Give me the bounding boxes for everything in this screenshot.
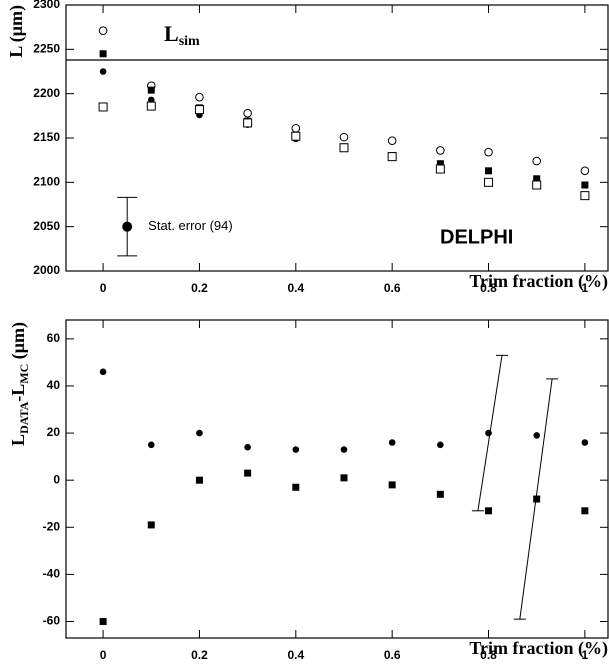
y-tick-label: -20: [43, 519, 61, 533]
point: [532, 156, 541, 166]
point: [99, 68, 107, 75]
error-point: [122, 221, 133, 232]
reference-label-sub: sim: [179, 34, 200, 49]
y-axis-label-part: (μm): [8, 322, 29, 364]
point: [243, 108, 252, 118]
point: [580, 166, 590, 176]
y-tick-label: 2000: [33, 263, 60, 277]
y-tick-label: 2100: [33, 175, 60, 189]
point: [147, 86, 155, 94]
point: [146, 101, 156, 111]
point: [533, 432, 540, 439]
point: [387, 136, 397, 145]
point: [580, 191, 590, 201]
point: [340, 474, 348, 482]
point: [244, 469, 252, 477]
x-tick-label: 0.8: [480, 281, 497, 295]
point: [147, 441, 155, 449]
point: [340, 446, 348, 453]
point: [98, 26, 108, 36]
point: [437, 441, 444, 449]
y-axis-label-part: DATA: [17, 401, 31, 434]
y-tick-label: 20: [47, 425, 61, 439]
point: [147, 96, 155, 104]
point: [194, 105, 204, 115]
point: [532, 180, 542, 190]
point: [339, 143, 349, 153]
error-label: Stat. error (94): [148, 218, 233, 233]
point: [388, 439, 396, 446]
x-tick-label: 0.8: [480, 648, 497, 662]
x-tick-label: 1: [582, 281, 589, 295]
y-axis-label-part: MC: [17, 364, 31, 384]
point: [292, 483, 300, 491]
point: [533, 495, 541, 503]
y-tick-label: 2200: [33, 86, 60, 100]
x-tick-label: 0.2: [191, 281, 208, 295]
x-axis-label: Trim fraction (%): [469, 638, 608, 659]
y-tick-label: 2300: [33, 0, 60, 11]
y-tick-label: 2050: [33, 219, 60, 233]
point: [436, 160, 444, 168]
slanted-error-bar: [477, 355, 503, 511]
x-tick-label: 0.6: [384, 281, 401, 295]
point: [581, 439, 589, 446]
y-axis-label: LDATA​-LMC​ (μm): [8, 322, 31, 446]
annotation: DELPHI: [440, 226, 513, 248]
y-axis-label-part: L: [8, 434, 28, 446]
y-tick-label: 0: [53, 472, 60, 486]
slanted-error-bar: [519, 378, 553, 620]
point: [388, 481, 396, 489]
y-axis-label-part: -L: [8, 384, 28, 402]
point: [243, 118, 253, 128]
point: [435, 164, 445, 174]
point: [98, 102, 108, 112]
y-axis-label: L (μm): [6, 5, 27, 58]
y-tick-label: 40: [47, 378, 61, 392]
y-tick-label: 2250: [33, 42, 60, 56]
point: [99, 50, 107, 58]
point: [196, 429, 203, 437]
point: [195, 92, 204, 102]
x-tick-label: 0.2: [191, 648, 208, 662]
point: [485, 429, 492, 437]
x-tick-label: 0.4: [287, 281, 304, 295]
x-tick-label: 0: [100, 281, 107, 295]
point: [484, 177, 494, 187]
x-tick-label: 0.4: [287, 648, 304, 662]
point: [291, 131, 301, 141]
point: [387, 152, 397, 162]
point: [244, 443, 251, 451]
point: [99, 368, 107, 376]
x-tick-label: 0: [100, 648, 107, 662]
point: [292, 446, 300, 453]
y-tick-label: 60: [47, 331, 61, 345]
x-axis-label: Trim fraction (%): [469, 271, 608, 292]
reference-label-main: L: [164, 21, 179, 46]
point: [485, 167, 492, 175]
point: [581, 181, 589, 189]
y-tick-label: 2150: [33, 130, 60, 144]
point: [99, 618, 107, 626]
point: [291, 123, 301, 133]
reference-label: Lsim: [164, 21, 200, 49]
point: [436, 146, 445, 155]
point: [339, 132, 349, 142]
bottom-frame: [65, 319, 609, 639]
point: [485, 507, 493, 515]
point: [484, 147, 493, 157]
point: [436, 490, 444, 498]
x-tick-label: 1: [582, 648, 589, 662]
y-tick-label: -40: [43, 567, 61, 581]
y-tick-label: -60: [43, 614, 61, 628]
point: [147, 521, 155, 529]
point: [195, 476, 203, 484]
point: [581, 507, 589, 515]
x-tick-label: 0.6: [384, 648, 401, 662]
